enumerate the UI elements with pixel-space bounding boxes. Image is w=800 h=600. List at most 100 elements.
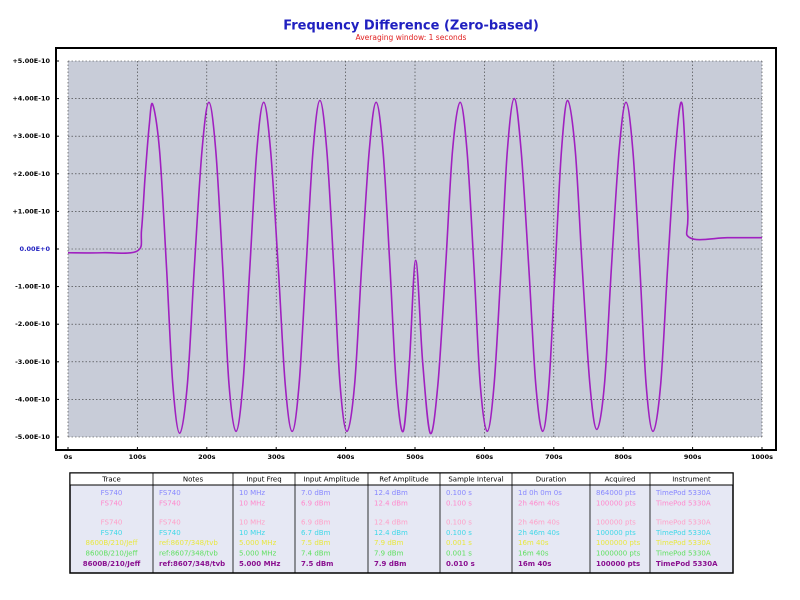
table-cell: 100000 pts <box>596 529 636 537</box>
table-cell: FS740 <box>159 499 181 507</box>
table-cell: 0.100 s <box>446 489 472 497</box>
table-cell: 5.000 MHz <box>239 550 277 558</box>
table-cell: 2h 46m 40s <box>518 519 560 527</box>
table-cell: FS740 <box>101 529 123 537</box>
table-cell: 16m 40s <box>518 539 549 547</box>
table-cell: 12.4 dBm <box>374 529 408 537</box>
chart-title: Frequency Difference (Zero-based) <box>283 19 539 34</box>
y-tick-label: +4.00E-10 <box>12 95 50 103</box>
table-cell: 0.001 s <box>446 550 472 558</box>
table-frame <box>69 472 734 574</box>
y-tick-label: -3.00E-10 <box>15 358 50 366</box>
column-header: Ref Amplitude <box>379 476 428 484</box>
table-cell: 1000000 pts <box>596 550 641 558</box>
table-cell: 100000 pts <box>596 519 636 527</box>
table-cell: 10 MHz <box>239 499 265 507</box>
table-cell: 7.4 dBm <box>301 550 331 558</box>
y-tick-label: +3.00E-10 <box>12 132 50 140</box>
table-cell: 7.9 dBm <box>374 550 404 558</box>
table-cell: 2h 46m 40s <box>518 529 560 537</box>
table-cell: 7.9 dBm <box>374 539 404 547</box>
x-tick-label: 0s <box>64 453 73 461</box>
table-cell: 10 MHz <box>239 489 265 497</box>
x-tick-label: 300s <box>267 453 285 461</box>
x-tick-label: 800s <box>614 453 632 461</box>
table-cell: 6.9 dBm <box>301 499 331 507</box>
table-cell: 7.5 dBm <box>301 560 333 568</box>
table-cell: TimePod 5330A <box>656 560 718 568</box>
table-cell: 10 MHz <box>239 519 265 527</box>
table-cell: 0.001 s <box>446 539 472 547</box>
y-tick-label: -4.00E-10 <box>15 395 50 403</box>
table-cell: 2h 46m 40s <box>518 499 560 507</box>
table-cell: 5.000 MHz <box>239 539 277 547</box>
column-header: Sample Interval <box>448 476 503 484</box>
y-tick-label: +5.00E-10 <box>12 57 50 65</box>
column-header: Acquired <box>605 476 636 484</box>
table-cell: 1000000 pts <box>596 539 641 547</box>
table-cell: 7.0 dBm <box>301 489 331 497</box>
table-cell: 100000 pts <box>596 560 640 568</box>
table-cell: ref:8607/348/tvb <box>159 560 225 568</box>
x-tick-label: 200s <box>198 453 216 461</box>
column-header: Notes <box>183 476 204 484</box>
x-tick-label: 500s <box>406 453 424 461</box>
table-cell: TimePod 5330A <box>655 550 711 558</box>
table-cell: 8600B/210/Jeff <box>83 560 141 568</box>
table-header <box>69 472 734 486</box>
column-header: Instrument <box>672 476 711 484</box>
y-tick-label: -5.00E-10 <box>15 433 50 441</box>
table-cell: 10 MHz <box>239 529 265 537</box>
table-cell: FS740 <box>101 519 123 527</box>
table-cell: ref:8607/348/tvb <box>159 539 218 547</box>
table-cell: 12.4 dBm <box>374 499 408 507</box>
grid: +5.00E-10 +4.00E-10 +3.00E-10 +2.00E-10 +1.0… <box>12 57 773 461</box>
column-header: Input Amplitude <box>303 476 359 484</box>
table-cell: TimePod 5330A <box>655 489 711 497</box>
column-header: Trace <box>101 476 121 484</box>
table-cell: 0.010 s <box>446 560 475 568</box>
column-header: Input Freq <box>246 476 281 484</box>
table-cell: TimePod 5330A <box>655 499 711 507</box>
y-tick-label: 0.00E+0 <box>20 245 51 253</box>
table-cell: 6.7 dBm <box>301 529 331 537</box>
table-cell: 8600B/210/Jeff <box>86 550 138 558</box>
y-tick-label: +1.00E-10 <box>12 207 50 215</box>
y-tick-label: +2.00E-10 <box>12 170 50 178</box>
table-cell: 12.4 dBm <box>374 489 408 497</box>
table-cell: ref:8607/348/tvb <box>159 550 218 558</box>
y-tick-label: -2.00E-10 <box>15 320 50 328</box>
table-cell: 12.4 dBm <box>374 519 408 527</box>
table-cell: FS740 <box>159 519 181 527</box>
table-cell: 100000 pts <box>596 499 636 507</box>
x-tick-label: 600s <box>476 453 494 461</box>
x-tick-label: 900s <box>684 453 702 461</box>
table-cell: TimePod 5330A <box>655 519 711 527</box>
table-cell: 0.100 s <box>446 519 472 527</box>
chart-subtitle: Averaging window: 1 seconds <box>356 33 467 42</box>
x-tick-label: 400s <box>337 453 355 461</box>
table-cell: 864000 pts <box>596 489 636 497</box>
column-header: Duration <box>536 476 566 484</box>
table-cell: 1d 0h 0m 0s <box>518 489 562 497</box>
table-cell: TimePod 5330A <box>655 529 711 537</box>
table-cell: 16m 40s <box>518 550 549 558</box>
table-cell: 5.000 MHz <box>239 560 280 568</box>
table-cell: FS740 <box>159 489 181 497</box>
table-cell: 0.100 s <box>446 499 472 507</box>
y-tick-label: -1.00E-10 <box>15 283 50 291</box>
table-cell: 16m 40s <box>518 560 551 568</box>
x-tick-label: 700s <box>545 453 563 461</box>
data-line <box>67 97 763 435</box>
table-cell: FS740 <box>101 499 123 507</box>
table-cell: 6.9 dBm <box>301 519 331 527</box>
table-cell: FS740 <box>159 529 181 537</box>
lines <box>67 97 763 435</box>
table-cell: 7.5 dBm <box>301 539 331 547</box>
table: Trace Notes Input Freq Input Amplitude Ref A… <box>69 472 734 574</box>
x-tick-label: 1000s <box>751 453 773 461</box>
table-cell: TimePod 5330A <box>655 539 711 547</box>
table-cell: 8600B/210/Jeff <box>86 539 138 547</box>
table-cell: 0.100 s <box>446 529 472 537</box>
